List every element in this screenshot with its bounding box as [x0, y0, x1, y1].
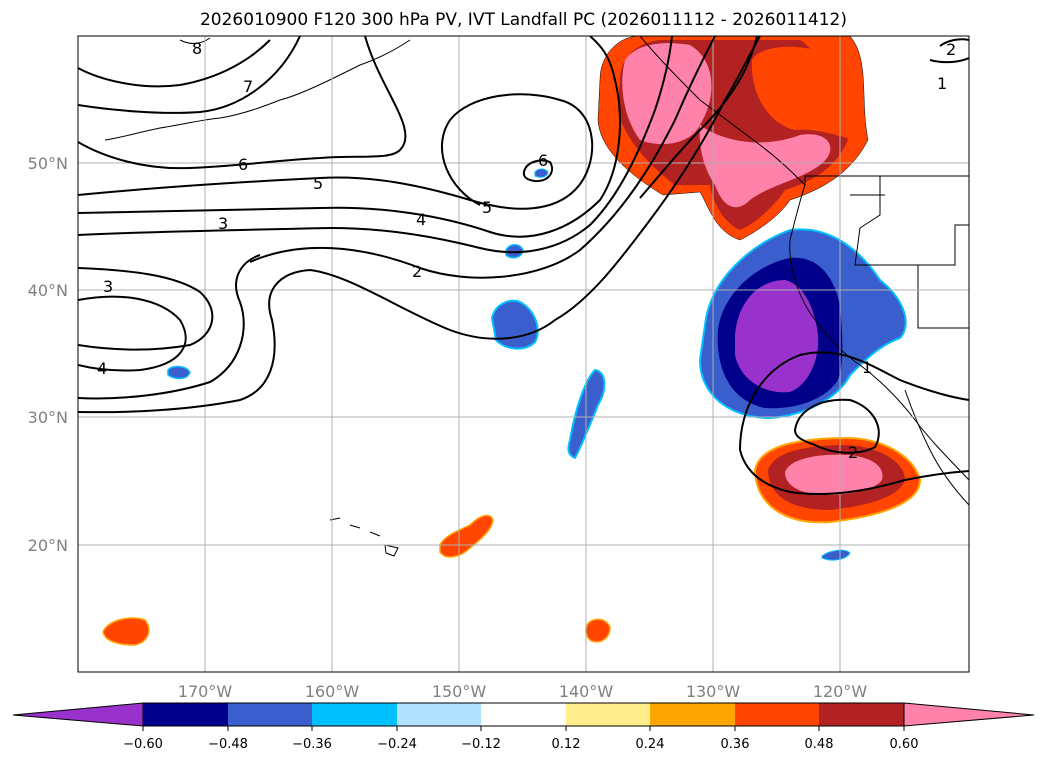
pv-contours: [78, 36, 969, 496]
colorbar-extend-max: [903, 702, 1035, 727]
colorbar-swatch: [312, 703, 397, 726]
colorbar-tick-label: −0.60: [123, 737, 163, 752]
colorbar-swatch: [650, 703, 735, 726]
colorbar-tick-label: 0.60: [890, 737, 919, 752]
contour-label: 3: [103, 277, 113, 296]
contour-label: 2: [946, 40, 956, 59]
lon-label: 160°W: [305, 682, 360, 701]
lat-label: 40°N: [28, 281, 68, 300]
lon-label: 150°W: [432, 682, 487, 701]
contour-label: 4: [416, 210, 426, 229]
contour-label: 4: [97, 359, 107, 378]
colorbar-tick-label: 0.48: [805, 737, 834, 752]
colorbar-ticks: [142, 726, 905, 731]
colorbar-tick-label: 0.24: [636, 737, 665, 752]
colorbar-swatch: [397, 703, 481, 726]
contour-label: 8: [192, 39, 202, 58]
contour-label: 2: [848, 443, 858, 462]
lon-label: 170°W: [178, 682, 233, 701]
lon-label: 140°W: [559, 682, 614, 701]
colorbar-tick-labels: −0.60 −0.48 −0.36 −0.24 −0.12 0.12 0.24 …: [123, 737, 918, 752]
contour-label: 1: [862, 358, 872, 377]
colorbar-swatch: [819, 703, 904, 726]
map-title: 2026010900 F120 300 hPa PV, IVT Landfall…: [199, 10, 847, 30]
coastlines: [78, 36, 969, 557]
colorbar-swatch: [481, 703, 566, 726]
plot-frame: [77, 35, 970, 673]
contour-label: 5: [313, 174, 323, 193]
contour-label: 7: [243, 77, 253, 96]
colorbar-swatch: [143, 703, 228, 726]
colorbar-tick-label: −0.12: [461, 737, 501, 752]
contour-label: 6: [538, 151, 548, 170]
lat-label: 50°N: [28, 154, 68, 173]
colorbar-extend-min: [12, 702, 144, 727]
contour-label: 3: [218, 214, 228, 233]
colorbar-tick-label: −0.36: [292, 737, 332, 752]
longitude-labels: 170°W 160°W 150°W 140°W 130°W 120°W: [178, 682, 868, 701]
colorbar: −0.60 −0.48 −0.36 −0.24 −0.12 0.12 0.24 …: [12, 702, 1035, 752]
contour-label: 6: [238, 155, 248, 174]
contour-label: 2: [412, 262, 422, 281]
lon-label: 120°W: [813, 682, 868, 701]
ivt-shading: [102, 36, 922, 646]
contour-label: 1: [937, 74, 947, 93]
colorbar-tick-label: 0.36: [721, 737, 750, 752]
colorbar-tick-label: −0.24: [377, 737, 417, 752]
colorbar-tick-label: −0.48: [208, 737, 248, 752]
lon-label: 130°W: [686, 682, 741, 701]
colorbar-swatch: [228, 703, 312, 726]
lat-label: 20°N: [28, 536, 68, 555]
gridlines: [78, 36, 969, 672]
colorbar-tick-label: 0.12: [552, 737, 581, 752]
latitude-labels: 50°N 40°N 30°N 20°N: [28, 154, 68, 555]
colorbar-swatch: [566, 703, 650, 726]
pv-contour-labels: 8 7 6 5 3 4 2 3 4 5 6 1 1 2 2: [97, 39, 956, 462]
lat-label: 30°N: [28, 408, 68, 427]
colorbar-swatch: [735, 703, 819, 726]
contour-label: 5: [482, 198, 492, 217]
